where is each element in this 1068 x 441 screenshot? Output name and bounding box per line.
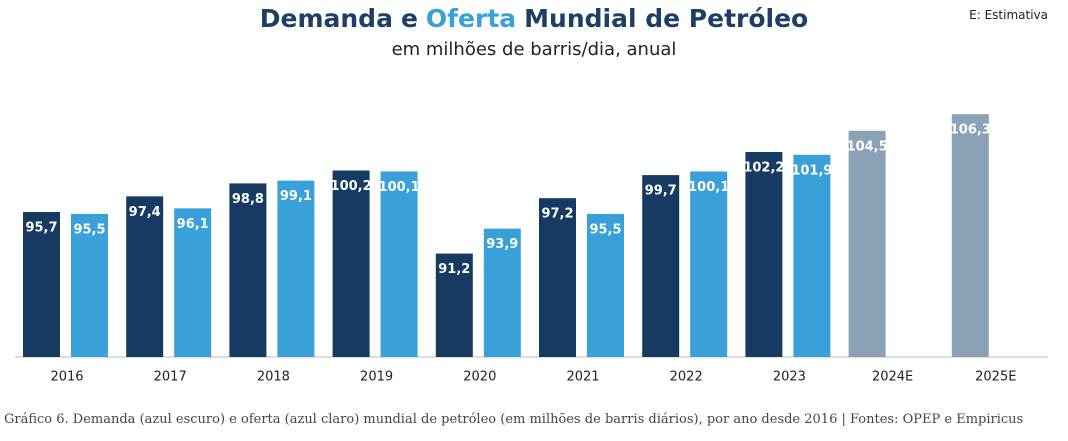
bar [435,253,473,357]
caption: Gráfico 6. Demanda (azul escuro) e ofert… [4,412,1024,427]
value-label: 104,5 [847,139,888,154]
x-tick-label: 2017 [154,370,187,385]
title-part: Mundial de Petróleo [524,4,809,33]
bar [483,228,521,357]
bar [587,213,624,357]
x-tick-label: 2019 [360,370,393,385]
chart-subtitle: em milhões de barris/dia, anual [391,39,677,60]
chart-title: Demanda e Oferta Mundial de Petróleo [0,4,1068,33]
bar [539,198,576,357]
value-label: 91,2 [438,262,470,277]
bar [229,183,267,357]
value-label: 101,9 [791,163,832,178]
value-label: 93,9 [486,237,518,252]
bar [174,208,212,357]
value-label: 97,4 [129,205,161,220]
note: E: Estimativa [969,8,1048,22]
value-label: 100,2 [331,179,372,194]
bar [277,180,315,357]
value-label: 100,1 [688,180,729,195]
title-part: Oferta [425,4,517,33]
x-tick-label: 2018 [257,370,290,385]
value-label: 99,7 [645,184,677,199]
x-tick-label: 2024E [872,370,913,385]
value-label: 102,2 [743,161,784,176]
title-part: Demanda [259,4,393,33]
value-label: 97,2 [541,207,573,222]
bar [642,175,680,357]
bar [951,114,989,357]
bar [71,213,108,357]
bar [380,171,418,357]
x-tick-label: 2023 [773,370,806,385]
x-tick-label: 2025E [975,370,1016,385]
bar [126,196,164,357]
value-label: 95,7 [25,221,57,236]
value-label: 96,1 [177,217,209,232]
bar [745,152,783,357]
x-tick-label: 2016 [50,370,83,385]
value-label: 95,5 [589,222,621,237]
bar [690,171,728,357]
x-tick-label: 2020 [463,370,496,385]
value-label: 95,5 [73,222,105,237]
value-label: 99,1 [280,189,312,204]
value-label: 98,8 [232,192,264,207]
title-part: e [400,4,418,33]
bar [332,170,370,357]
value-label: 106,3 [950,123,991,138]
chart: 2016 95,7 95,5 2017 97,4 96,1 2018 98,8 99,1 2019… [15,114,1048,385]
bar [793,154,831,357]
bar [23,212,60,357]
x-tick-label: 2022 [670,370,703,385]
value-label: 100,1 [379,180,420,195]
x-tick-label: 2021 [566,370,599,385]
bar [848,130,886,357]
